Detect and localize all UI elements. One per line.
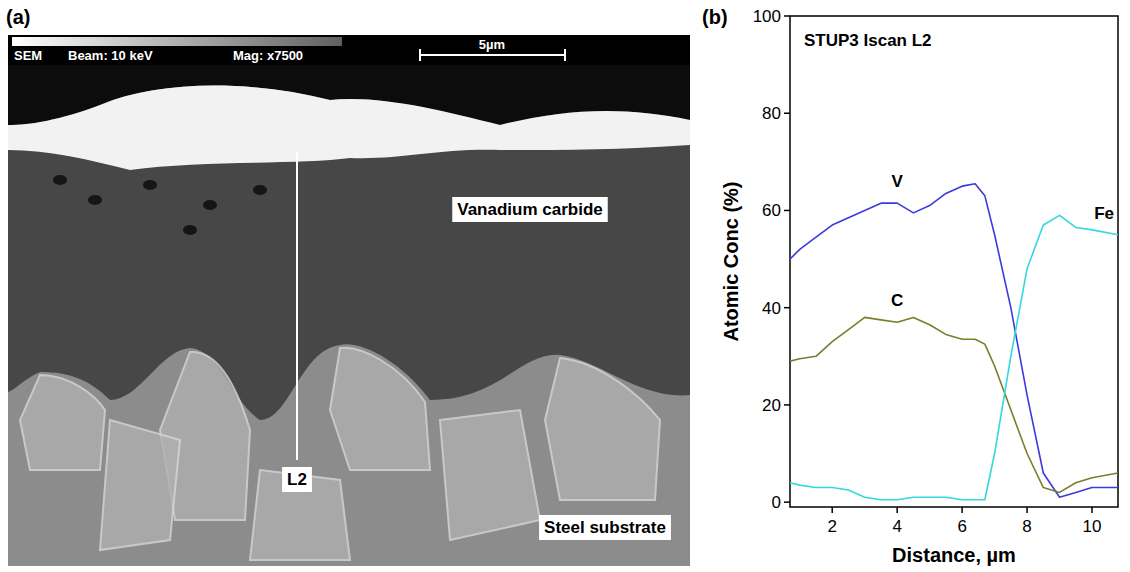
info-text: SEM	[14, 48, 42, 63]
x-tick	[1026, 507, 1028, 513]
y-tick-label: 40	[762, 299, 781, 318]
region-label: Steel substrate	[544, 518, 666, 537]
y-tick-label: 80	[762, 104, 781, 123]
x-tick	[831, 507, 833, 513]
panel-label: (a)	[6, 6, 30, 28]
series-line	[790, 184, 1118, 498]
info-gradient	[12, 37, 342, 46]
x-tick-label: 10	[1083, 517, 1102, 536]
pore	[88, 195, 102, 205]
y-tick-label: 100	[753, 7, 781, 26]
grain	[330, 348, 430, 470]
series-label: V	[891, 172, 903, 191]
pore	[253, 185, 267, 195]
x-tick	[1091, 507, 1093, 513]
chart-title: STUP3 Iscan L2	[804, 31, 932, 50]
y-tick	[784, 404, 790, 406]
scale-bar-end	[419, 49, 421, 61]
y-tick	[784, 210, 790, 212]
info-text: Beam: 10 keV	[68, 48, 153, 63]
x-tick-label: 6	[957, 517, 966, 536]
region-label: L2	[287, 470, 307, 489]
pore	[53, 175, 67, 185]
y-tick-label: 20	[762, 396, 781, 415]
y-tick-label: 60	[762, 201, 781, 220]
y-tick	[784, 307, 790, 309]
label-box	[282, 467, 312, 492]
pore	[203, 200, 217, 210]
info-text: Mag: x7500	[233, 48, 303, 63]
grain	[250, 470, 350, 560]
x-tick-label: 2	[827, 517, 836, 536]
y-tick	[784, 501, 790, 503]
y-axis-title: Atomic Conc (%)	[720, 182, 742, 342]
series-label: C	[891, 291, 903, 310]
y-tick-label: 0	[772, 493, 781, 512]
label-box	[539, 515, 671, 540]
grain	[100, 420, 180, 550]
scale-bar-label: 5µm	[479, 37, 505, 52]
substrate-area	[8, 35, 690, 566]
y-tick	[784, 15, 790, 17]
grain	[545, 358, 660, 500]
bright-band	[8, 86, 690, 170]
micrograph: SEM Beam: 10 keV Mag: x7500 5µm Vanadium car…	[8, 35, 690, 566]
chart: 0 20 40 60 80 100 2 4 6 8 10 Distance, µm Atomic Con…	[720, 7, 1118, 566]
scale-bar-end	[564, 49, 566, 61]
grain	[20, 375, 105, 470]
pore	[143, 180, 157, 190]
pore	[183, 225, 197, 235]
x-tick	[896, 507, 898, 513]
series-label: Fe	[1094, 204, 1114, 223]
scale-bar	[420, 54, 565, 56]
x-tick-label: 4	[892, 517, 901, 536]
info-bar	[8, 35, 690, 65]
series-line	[790, 215, 1118, 499]
region-label: Vanadium carbide	[457, 200, 603, 219]
y-tick	[784, 112, 790, 114]
x-tick-label: 8	[1022, 517, 1031, 536]
grain	[440, 410, 540, 540]
series-group	[790, 184, 1118, 500]
panel-label: (b)	[702, 6, 728, 28]
figure: (a) SEM Beam: 10 keV Mag: x7500 5µm Vanadium …	[0, 0, 1130, 572]
label-box	[452, 197, 608, 222]
x-tick	[961, 507, 963, 513]
series-line	[790, 317, 1118, 492]
plot-frame	[790, 16, 1118, 507]
x-axis-title: Distance, µm	[892, 544, 1016, 566]
scan-line	[296, 152, 298, 460]
